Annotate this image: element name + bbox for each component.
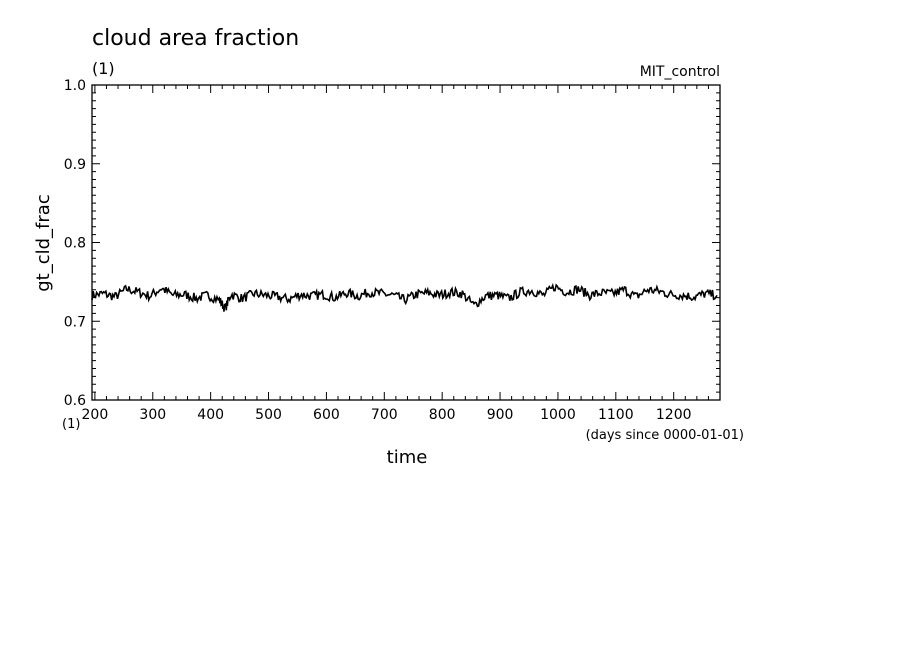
chart-title: cloud area fraction xyxy=(92,26,299,51)
x-tick-label: 500 xyxy=(255,407,282,423)
x-tick-label: 1100 xyxy=(598,407,634,423)
x-tick-label: 800 xyxy=(429,407,456,423)
x-tick-labels: 200 300 400 500 600 700 800 900 1000 1100 1200 xyxy=(82,407,692,423)
x-tick-label: 900 xyxy=(487,407,514,423)
x-tick-label: 400 xyxy=(197,407,224,423)
axis-ticks xyxy=(92,84,721,401)
y-tick-label: 0.9 xyxy=(64,157,86,173)
x-tick-label: 600 xyxy=(313,407,340,423)
y-tick-labels: 0.6 0.7 0.8 0.9 1.0 xyxy=(64,78,86,409)
x-tick-label: 700 xyxy=(371,407,398,423)
y-tick-label: 0.6 xyxy=(64,393,86,409)
y-tick-label: 1.0 xyxy=(64,78,86,94)
y-tick-label: 0.8 xyxy=(64,236,86,252)
series-line xyxy=(91,282,718,312)
x-tick-label: 1000 xyxy=(540,407,576,423)
y-tick-label: 0.7 xyxy=(64,314,86,330)
plot-frame xyxy=(91,84,721,401)
x-tick-label: 1200 xyxy=(656,407,692,423)
experiment-label: MIT_control xyxy=(640,64,720,80)
y-units-label: (1) xyxy=(62,417,80,432)
x-tick-label: 200 xyxy=(82,407,109,423)
y-axis-label: gt_cld_frac xyxy=(33,194,54,291)
title-units: (1) xyxy=(92,59,115,78)
x-tick-label: 300 xyxy=(139,407,166,423)
x-axis-label: time xyxy=(387,447,428,468)
x-units-label: (days since 0000-01-01) xyxy=(586,428,744,443)
